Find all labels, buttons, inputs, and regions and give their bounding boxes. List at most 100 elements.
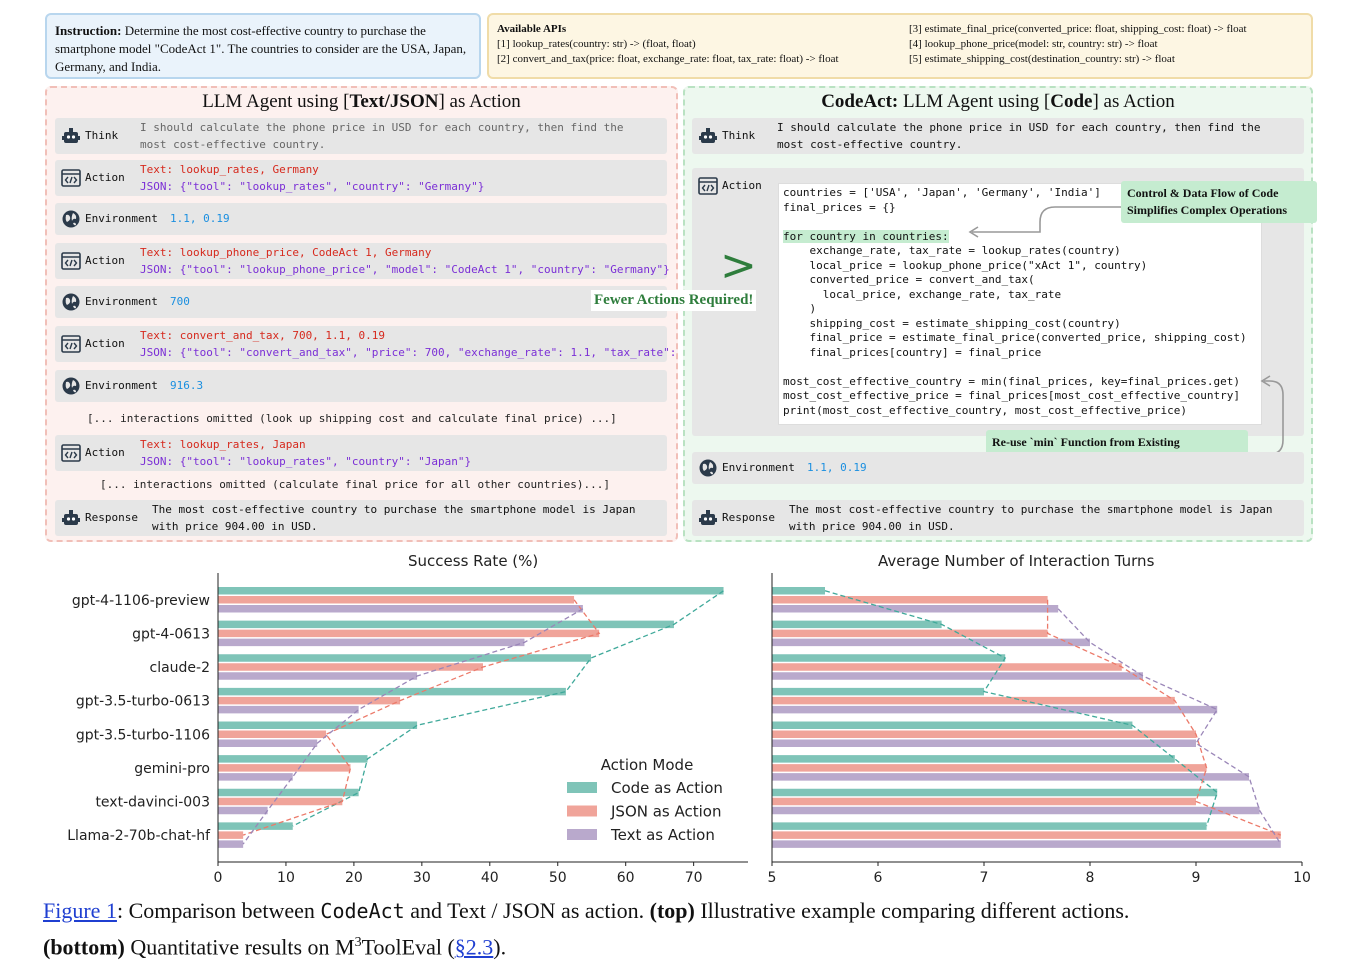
code-window-icon xyxy=(61,169,81,187)
series-line xyxy=(292,590,724,827)
bar xyxy=(772,587,825,595)
left-think-row: Think I should calculate the phone price… xyxy=(55,118,667,154)
robot-icon xyxy=(62,128,80,143)
code-line: countries = ['USA', 'Japan', 'Germany', … xyxy=(783,186,1101,199)
bar xyxy=(772,831,1281,839)
action-text: Text: lookup_rates, Germany xyxy=(140,163,319,176)
x-tick-label: 20 xyxy=(345,870,363,886)
greater-than-symbol: > xyxy=(720,240,757,291)
left-action-row-4: Action Text: lookup_rates, Japan JSON: {… xyxy=(55,435,667,471)
omitted-interactions-1: [... interactions omitted (look up shipp… xyxy=(87,412,617,425)
legend-label: JSON as Action xyxy=(610,803,722,821)
think-text: I should calculate the phone price in US… xyxy=(777,121,1261,151)
bar xyxy=(772,605,1059,613)
environment-value: 1.1, 0.19 xyxy=(170,212,230,225)
series-line xyxy=(242,599,601,836)
bar xyxy=(218,654,592,662)
code-line: print(most_cost_effective_country, most_… xyxy=(783,403,1187,417)
action-label: Action xyxy=(85,171,125,184)
environment-value: 1.1, 0.19 xyxy=(807,461,867,474)
action-label: Action xyxy=(85,446,125,459)
api-item: [3] estimate_final_price(converted_price… xyxy=(909,23,1247,35)
left-action-row-1: Action Text: lookup_rates, Germany JSON:… xyxy=(55,160,667,196)
response-label: Response xyxy=(85,511,138,524)
legend-title: Action Mode xyxy=(601,756,694,774)
response-text: The most cost-effective country to purch… xyxy=(152,503,636,533)
bar xyxy=(218,797,343,806)
right-env-row: Environment 1.1, 0.19 xyxy=(692,452,1304,484)
robot-icon xyxy=(62,510,80,525)
apis-col-left: [1] lookup_rates(country: str) -> (float… xyxy=(497,37,839,67)
series-line xyxy=(242,608,584,845)
bar xyxy=(772,755,1175,763)
globe-icon xyxy=(62,293,80,311)
x-tick-label: 5 xyxy=(768,870,777,886)
bar xyxy=(218,721,418,729)
bar xyxy=(772,764,1207,772)
bar xyxy=(772,788,1218,797)
action-json: JSON: {"tool": "lookup_rates", "country"… xyxy=(140,455,472,468)
code-line: ) xyxy=(783,302,817,315)
bar xyxy=(218,638,525,647)
code-line: final_price = estimate_final_price(conve… xyxy=(783,331,1247,344)
think-label: Think xyxy=(85,129,119,142)
category-label: claude-2 xyxy=(150,660,211,676)
response-label: Response xyxy=(722,511,775,524)
action-json: JSON: {"tool": "lookup_phone_price", "mo… xyxy=(140,263,670,276)
series-line xyxy=(1046,599,1282,836)
x-tick-label: 40 xyxy=(481,870,499,886)
bar xyxy=(218,773,293,781)
think-label: Think xyxy=(722,129,756,142)
instruction-text: Determine the most cost-effective countr… xyxy=(55,23,467,74)
figure-link[interactable]: Figure 1 xyxy=(43,898,117,923)
bar xyxy=(218,587,724,595)
bar xyxy=(218,620,674,629)
chart-title-success: Success Rate (%) xyxy=(408,552,539,570)
api-item: [4] lookup_phone_price(model: str, count… xyxy=(909,38,1158,50)
left-panel-title: LLM Agent using [Text/JSON] as Action xyxy=(202,91,521,112)
category-label: gpt-4-1106-preview xyxy=(72,593,210,609)
code-line: local_price = lookup_phone_price("xAct 1… xyxy=(783,258,1148,272)
category-label: gpt-4-0613 xyxy=(132,626,210,642)
chart-title-turns: Average Number of Interaction Turns xyxy=(878,552,1155,570)
bar xyxy=(772,730,1196,738)
apis-col-right: [3] estimate_final_price(converted_price… xyxy=(909,22,1247,67)
left-response-row: Response The most cost-effective country… xyxy=(55,500,667,536)
apis-box: Available APIs [1] lookup_rates(country:… xyxy=(487,13,1313,79)
x-tick-label: 50 xyxy=(549,870,567,886)
bar xyxy=(218,764,351,772)
bar xyxy=(218,730,327,738)
bar xyxy=(218,672,418,680)
action-text: Text: lookup_phone_price, CodeAct 1, Ger… xyxy=(140,246,432,259)
code-line: converted_price = convert_and_tax( xyxy=(783,273,1035,286)
x-tick-label: 0 xyxy=(214,870,223,886)
bar xyxy=(772,638,1090,647)
bar xyxy=(218,788,359,797)
bar xyxy=(772,806,1260,815)
bar xyxy=(218,840,244,848)
code-window-icon xyxy=(698,177,718,195)
legend-label: Code as Action xyxy=(611,779,723,797)
bar xyxy=(772,663,1122,671)
api-item: [5] estimate_shipping_cost(destination_c… xyxy=(909,53,1175,65)
bar xyxy=(218,663,483,671)
bar xyxy=(772,696,1175,705)
category-label: Llama-2-70b-chat-hf xyxy=(67,828,211,844)
charts-svg: gpt-4-1106-preview gpt-4-0613 claude-2 gpt-… xyxy=(67,573,1311,886)
x-tick-label: 10 xyxy=(277,870,295,886)
code-line: local_price, exchange_rate, tax_rate xyxy=(783,287,1062,301)
api-item: [1] lookup_rates(country: str) -> (float… xyxy=(497,38,696,50)
globe-icon xyxy=(62,210,80,228)
series-line xyxy=(1057,608,1282,845)
bar xyxy=(218,831,244,839)
code-line: most_cost_effective_price = final_prices… xyxy=(783,389,1240,402)
x-tick-label: 10 xyxy=(1293,870,1311,886)
left-action-row-3: Action Text: convert_and_tax, 700, 1.1, … xyxy=(55,326,716,362)
section-link[interactable]: §2.3 xyxy=(454,934,494,960)
bar xyxy=(218,596,575,604)
environment-value: 916.3 xyxy=(170,379,204,392)
code-window-icon xyxy=(61,444,81,462)
bar xyxy=(772,672,1143,680)
right-think-row: Think I should calculate the phone price… xyxy=(692,118,1304,154)
left-env-row-3: Environment 916.3 xyxy=(55,370,667,402)
